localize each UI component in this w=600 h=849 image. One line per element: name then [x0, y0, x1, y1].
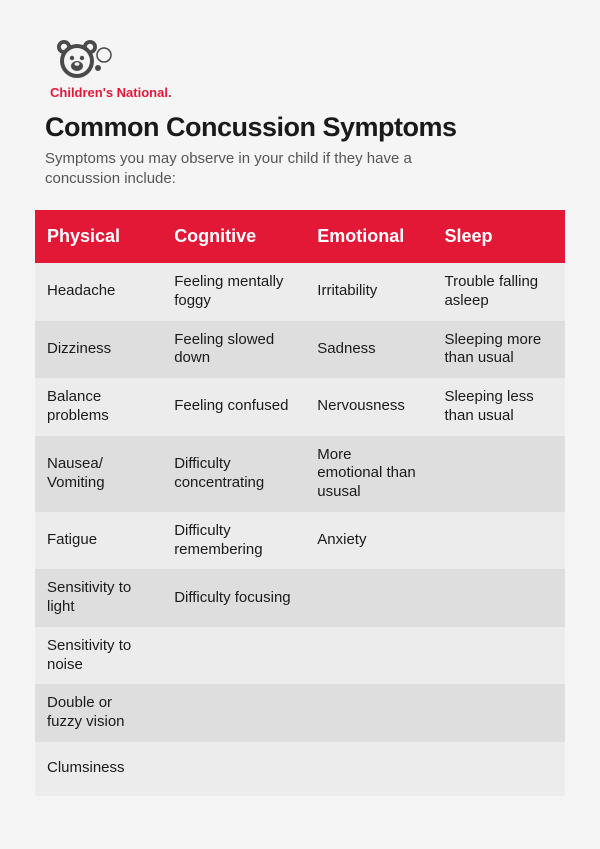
table-cell [305, 684, 432, 742]
table-row: Nausea/ VomitingDifficulty concentrating… [35, 436, 565, 512]
table-row: FatigueDifficulty rememberingAnxiety [35, 512, 565, 570]
col-cognitive: Cognitive [162, 210, 305, 263]
table-row: Clumsiness [35, 742, 565, 796]
brand-name: Children's National. [50, 85, 565, 100]
table-cell: Irritability [305, 263, 432, 321]
col-sleep: Sleep [432, 210, 565, 263]
table-cell [162, 684, 305, 742]
table-cell: Difficulty focusing [162, 569, 305, 627]
table-cell: Sensitivity to noise [35, 627, 162, 685]
table-cell: Double or fuzzy vision [35, 684, 162, 742]
table-cell [432, 569, 565, 627]
bear-logo-icon [50, 35, 120, 83]
table-header-row: Physical Cognitive Emotional Sleep [35, 210, 565, 263]
table-cell: Nervousness [305, 378, 432, 436]
table-cell: Feeling mentally foggy [162, 263, 305, 321]
table-row: Sensitivity to noise [35, 627, 565, 685]
table-cell [432, 684, 565, 742]
col-physical: Physical [35, 210, 162, 263]
table-cell: Difficulty remembering [162, 512, 305, 570]
table-row: DizzinessFeeling slowed downSadnessSleep… [35, 321, 565, 379]
table-row: HeadacheFeeling mentally foggyIrritabili… [35, 263, 565, 321]
table-cell [432, 436, 565, 512]
table-cell: Clumsiness [35, 742, 162, 796]
table-cell: Sleeping more than usual [432, 321, 565, 379]
table-cell: More emotional than ususal [305, 436, 432, 512]
table-cell: Dizziness [35, 321, 162, 379]
table-cell: Difficulty concentrating [162, 436, 305, 512]
table-row: Double or fuzzy vision [35, 684, 565, 742]
table-cell: Headache [35, 263, 162, 321]
table-cell [432, 512, 565, 570]
col-emotional: Emotional [305, 210, 432, 263]
table-cell [432, 627, 565, 685]
symptoms-table: Physical Cognitive Emotional Sleep Heada… [35, 210, 565, 796]
table-cell: Fatigue [35, 512, 162, 570]
table-cell [305, 627, 432, 685]
page-subtitle: Symptoms you may observe in your child i… [45, 149, 445, 188]
table-cell: Sensitivity to light [35, 569, 162, 627]
table-cell [432, 742, 565, 796]
table-cell: Feeling slowed down [162, 321, 305, 379]
table-row: Balance problemsFeeling confusedNervousn… [35, 378, 565, 436]
table-row: Sensitivity to lightDifficulty focusing [35, 569, 565, 627]
table-cell: Sleeping less than usual [432, 378, 565, 436]
table-cell: Sadness [305, 321, 432, 379]
brand-logo: Children's National. [50, 35, 565, 100]
table-cell: Anxiety [305, 512, 432, 570]
table-cell [305, 742, 432, 796]
page-title: Common Concussion Symptoms [45, 112, 565, 143]
table-cell: Nausea/ Vomiting [35, 436, 162, 512]
table-cell [162, 742, 305, 796]
table-cell [305, 569, 432, 627]
table-cell [162, 627, 305, 685]
table-body: HeadacheFeeling mentally foggyIrritabili… [35, 263, 565, 796]
table-cell: Balance problems [35, 378, 162, 436]
table-cell: Feeling confused [162, 378, 305, 436]
table-cell: Trouble falling asleep [432, 263, 565, 321]
